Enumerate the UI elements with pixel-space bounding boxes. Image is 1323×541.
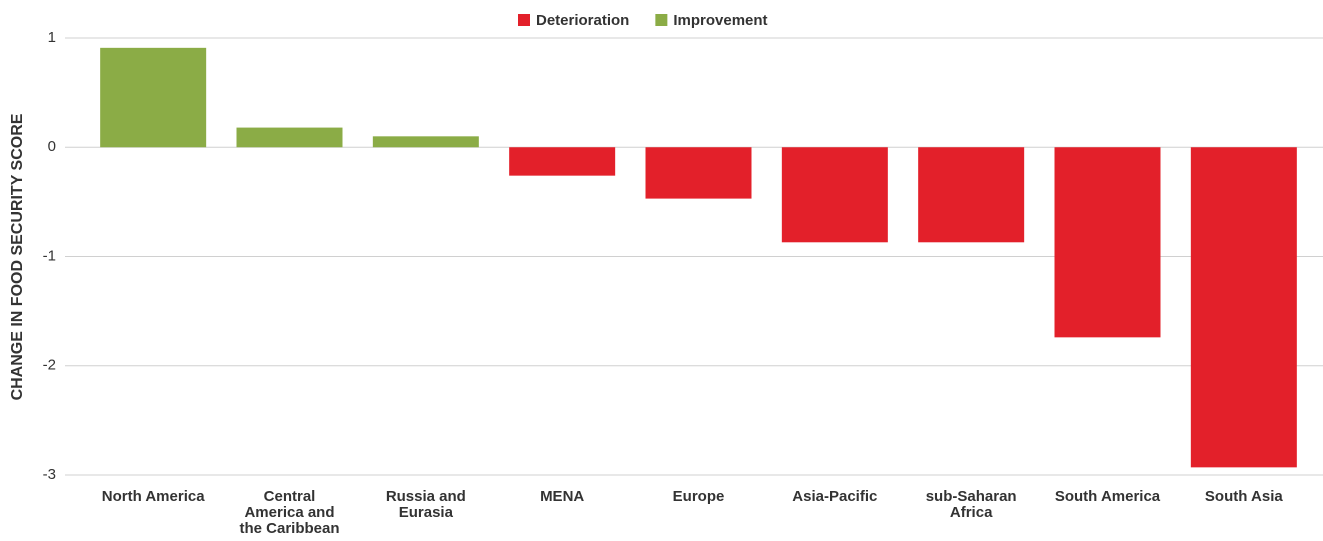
x-tick-label: Europe (672, 488, 725, 505)
x-tick-label: MENA (540, 488, 585, 505)
y-axis-label: CHANGE IN FOOD SECURITY SCORE (9, 113, 26, 400)
bar (1054, 147, 1161, 338)
bar (781, 147, 888, 243)
x-tick-label: Central America and the Caribbean (239, 488, 340, 537)
bar (509, 147, 616, 176)
bar (645, 147, 752, 199)
legend-swatch (518, 14, 530, 26)
bar (1190, 147, 1297, 468)
legend-label: Improvement (673, 12, 767, 29)
y-tick-label: 1 (48, 29, 56, 46)
y-tick-label: -1 (43, 247, 56, 264)
x-tick-label: South America (1054, 488, 1161, 505)
x-tick-label: North America (101, 488, 205, 505)
x-tick-label: Asia-Pacific (792, 488, 878, 505)
y-tick-label: -3 (43, 466, 56, 483)
legend-label: Deterioration (536, 12, 629, 29)
y-tick-label: 0 (48, 138, 56, 155)
bar (100, 47, 207, 148)
bar (236, 127, 343, 148)
x-tick-label: sub-Saharan Africa (925, 488, 1017, 521)
bar (918, 147, 1025, 243)
legend-swatch (655, 14, 668, 26)
bar (372, 136, 479, 148)
x-tick-label: South Asia (1204, 488, 1283, 505)
y-tick-label: -2 (43, 357, 56, 374)
x-tick-label: Russia and Eurasia (385, 488, 466, 521)
